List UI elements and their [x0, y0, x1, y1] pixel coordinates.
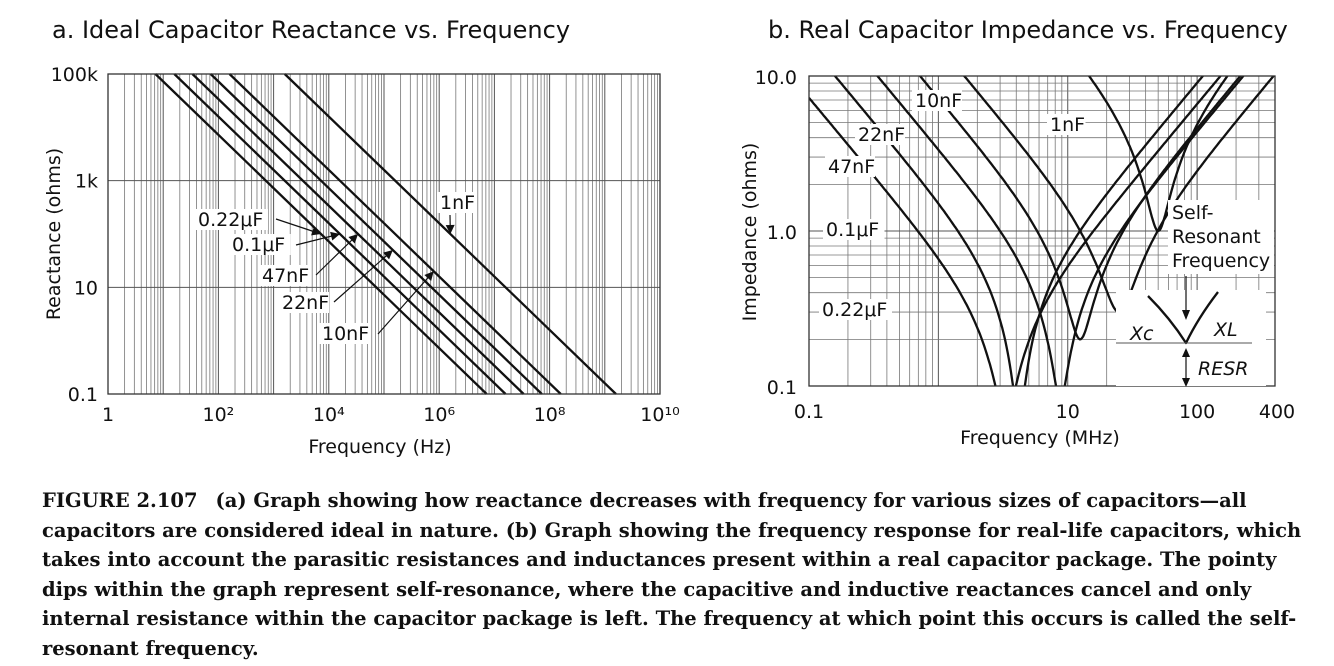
- impedance-curve-1nF: [1087, 76, 1229, 233]
- curve-label-0.1μF: 0.1μF: [826, 219, 879, 241]
- panel-b-tick-labels: 0.1 10 100 400 10.0 1.0 0.1: [755, 67, 1295, 423]
- y-tick-label: 10: [74, 277, 98, 299]
- label-background: [823, 219, 885, 240]
- y-tick-label: 0.1: [767, 377, 797, 399]
- leader-arrowhead: [424, 271, 434, 281]
- resr-label: RESR: [1198, 358, 1248, 380]
- curve-label-10nF: 10nF: [322, 323, 369, 345]
- srf-inset-background: [1116, 290, 1266, 386]
- curve-label-0.22μF: 0.22μF: [822, 299, 887, 321]
- leader-arrowhead: [330, 231, 340, 241]
- panel-b-y-axis-label: Impedance (ohms): [739, 143, 761, 322]
- label-background: [1047, 114, 1086, 135]
- label-background: [195, 209, 268, 230]
- curve-label-0.1μF: 0.1μF: [232, 234, 285, 256]
- label-background: [825, 156, 875, 177]
- panel-a-curve-labels: 0.22μF 0.1μF 47nF 22nF 10nF 1nF: [195, 192, 476, 345]
- impedance-curve-47nF: [875, 76, 1245, 386]
- srf-label-line: Resonant: [1172, 226, 1261, 248]
- panel-a-grid: [108, 73, 660, 394]
- panel-a-tick-labels: 1 10² 10⁴ 10⁶ 10⁸ 10¹⁰ 100k 1k 10 0.1: [51, 64, 680, 426]
- leader-arrowhead: [348, 234, 359, 244]
- label-background: [855, 124, 905, 145]
- panel-a-plot-frame: [107, 73, 661, 395]
- x-tick-label: 10²: [203, 404, 235, 426]
- curve-label-47nF: 47nF: [262, 265, 309, 287]
- x-tick-label: 10⁶: [423, 404, 455, 426]
- x-tick-label: 0.1: [794, 401, 824, 423]
- panel-a-x-axis-label: Frequency (Hz): [308, 436, 451, 458]
- xc-label: Xc: [1129, 323, 1154, 345]
- curve-label-10nF: 10nF: [915, 90, 962, 112]
- y-tick-label: 0.1: [68, 384, 98, 406]
- caption-text: (a) Graph showing how reactance decrease…: [42, 489, 1302, 660]
- label-background: [437, 192, 476, 213]
- curve-label-0.22μF: 0.22μF: [198, 209, 263, 231]
- panel-a-y-axis-label: Reactance (ohms): [43, 148, 65, 320]
- label-background: [259, 265, 309, 286]
- panel-b-title: b. Real Capacitor Impedance vs. Frequenc…: [768, 16, 1288, 44]
- curve-label-1nF: 1nF: [440, 192, 475, 214]
- x-tick-label: 100: [1179, 401, 1215, 423]
- leader-arrowhead: [445, 224, 455, 234]
- esr-arrowhead-down: [1182, 378, 1190, 387]
- y-tick-label: 100k: [51, 64, 98, 86]
- label-background: [912, 90, 962, 111]
- panel-b-impedance-chart: b. Real Capacitor Impedance vs. Frequenc…: [739, 16, 1295, 449]
- y-tick-label: 1.0: [767, 222, 797, 244]
- srf-label-background: [1168, 200, 1274, 274]
- leader-arrowhead: [311, 226, 322, 236]
- leader-line: [333, 249, 394, 303]
- label-background: [229, 234, 291, 255]
- srf-label-line: Frequency: [1172, 250, 1270, 272]
- impedance-curve-22nF: [918, 76, 1242, 341]
- panel-b-plot-frame: [808, 75, 1276, 387]
- panel-a-reactance-chart: a. Ideal Capacitor Reactance vs. Frequen…: [43, 16, 680, 458]
- srf-label-line: Self-: [1172, 202, 1214, 224]
- x-tick-label: 1: [102, 404, 114, 426]
- curve-label-1nF: 1nF: [1050, 114, 1085, 136]
- curve-label-22nF: 22nF: [858, 124, 905, 146]
- x-tick-label: 400: [1259, 401, 1295, 423]
- figure: a. Ideal Capacitor Reactance vs. Frequen…: [43, 16, 1295, 458]
- curve-label-47nF: 47nF: [828, 156, 875, 178]
- figure-caption: FIGURE 2.107 (a) Graph showing how reacta…: [42, 486, 1304, 664]
- esr-arrowhead-up: [1182, 348, 1190, 357]
- xl-label: XL: [1213, 319, 1238, 341]
- reactance-line-10nF: [228, 73, 562, 395]
- label-background: [279, 292, 329, 313]
- x-tick-label: 10⁸: [534, 404, 566, 426]
- srf-arrowhead: [1182, 310, 1190, 320]
- panel-b-x-axis-label: Frequency (MHz): [960, 427, 1120, 449]
- leader-arrowhead: [383, 250, 393, 260]
- curve-label-22nF: 22nF: [282, 292, 329, 314]
- x-tick-label: 10¹⁰: [640, 404, 679, 426]
- leader-line: [315, 233, 359, 276]
- label-background: [819, 299, 892, 320]
- caption-figure-number: FIGURE 2.107: [42, 489, 198, 512]
- y-tick-label: 10.0: [755, 67, 797, 89]
- panel-a-title: a. Ideal Capacitor Reactance vs. Frequen…: [52, 16, 570, 44]
- y-tick-label: 1k: [75, 171, 98, 193]
- x-tick-label: 10: [1056, 401, 1080, 423]
- leader-line: [377, 270, 435, 335]
- impedance-curve-10nF: [962, 76, 1275, 314]
- x-tick-label: 10⁴: [313, 404, 345, 426]
- panel-b-curve-labels: 0.22μF 0.1μF 47nF 22nF 10nF 1nF: [819, 90, 1086, 321]
- reactance-line-22nF: [209, 73, 543, 395]
- label-background: [319, 323, 369, 344]
